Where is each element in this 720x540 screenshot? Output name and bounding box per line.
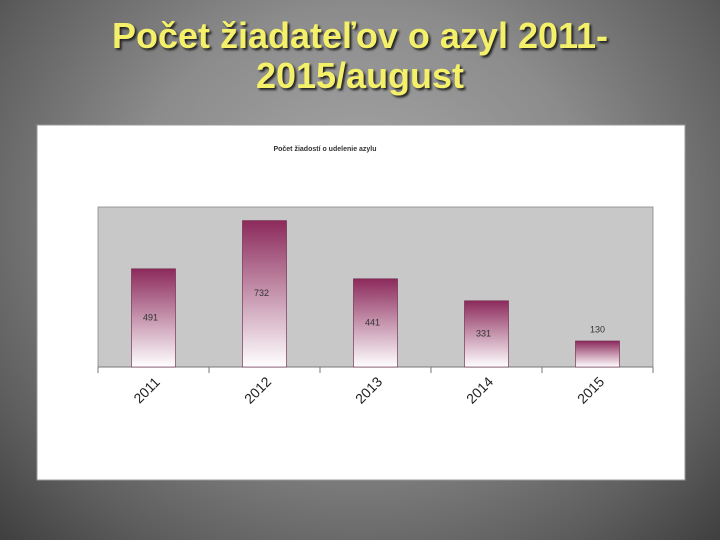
value-label: 331 [476,328,491,338]
value-label: 441 [365,317,380,327]
chart-title: Počet žiadostí o udelenie azylu [273,146,376,153]
bar [464,300,509,368]
value-label: 491 [143,312,158,322]
bar [131,268,176,368]
value-label: 732 [254,288,269,298]
value-label: 130 [590,324,605,334]
bar [353,278,398,368]
bar [575,340,620,368]
bar [242,220,287,368]
slide-title: Počet žiadateľov o azyl 2011-2015/august [111,15,609,96]
